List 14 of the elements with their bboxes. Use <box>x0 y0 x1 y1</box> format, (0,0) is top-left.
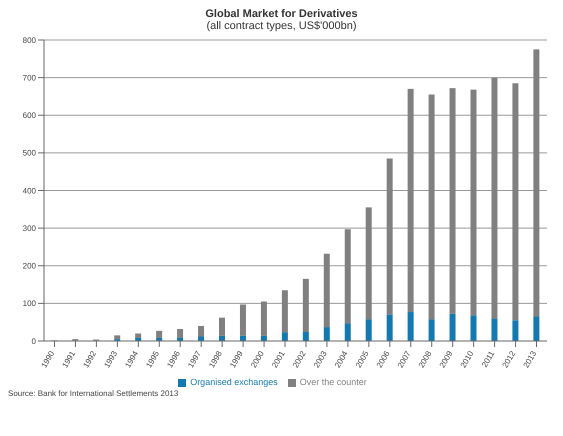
y-tick-label: 700 <box>22 73 37 82</box>
chart-subtitle: (all contract types, US$'000bn) <box>205 20 358 32</box>
y-tick-label: 300 <box>22 224 37 233</box>
legend-label: Organised exchanges <box>190 377 278 387</box>
y-tick-label: 600 <box>22 111 37 120</box>
y-tick-label: 200 <box>22 262 37 271</box>
source-note: Source: Bank for International Settlements 2013 <box>8 389 180 398</box>
y-tick-label: 0 <box>32 336 37 346</box>
y-tick-label: 500 <box>22 148 37 158</box>
y-tick-label: 100 <box>22 299 37 308</box>
y-tick-label: 400 <box>22 186 37 196</box>
legend-label: Over the counter <box>300 377 367 387</box>
y-tick-label: 800 <box>22 36 37 45</box>
chart-title: Global Market for Derivatives <box>204 8 359 20</box>
